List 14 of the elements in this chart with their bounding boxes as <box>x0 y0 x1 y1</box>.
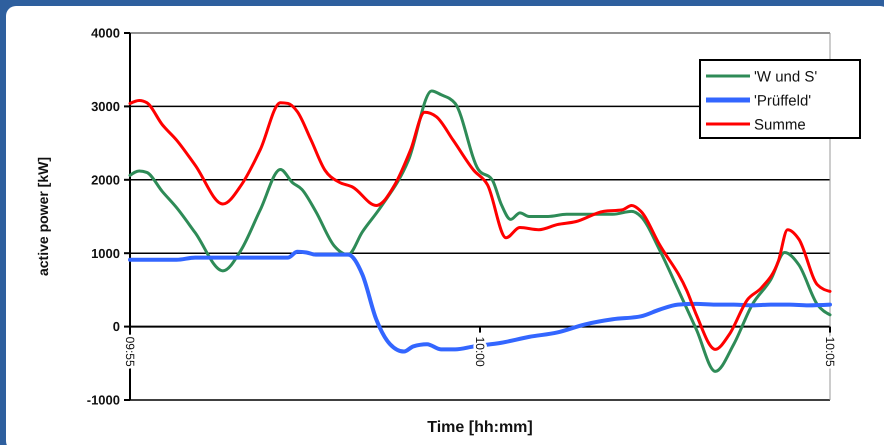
y-tick-label: 3000 <box>91 98 120 114</box>
x-axis-title: Time [hh:mm] <box>427 419 533 436</box>
y-tick-label: 0 <box>112 319 120 334</box>
y-tick-label: 2000 <box>91 172 120 188</box>
y-tick-label: 1000 <box>91 246 120 261</box>
legend-label: 'Prüffeld' <box>754 92 812 110</box>
y-axis-title: active power [kW] <box>35 156 51 276</box>
y-tick-label: -1000 <box>86 392 120 408</box>
y-tick-label: 4000 <box>91 26 120 41</box>
x-tick-label: 10:00 <box>472 336 487 367</box>
legend-label: 'W und S' <box>754 68 818 86</box>
x-tick-label: 09:55 <box>122 336 137 367</box>
x-tick-label: 10:05 <box>822 336 837 367</box>
legend-label: Summe <box>754 116 806 134</box>
